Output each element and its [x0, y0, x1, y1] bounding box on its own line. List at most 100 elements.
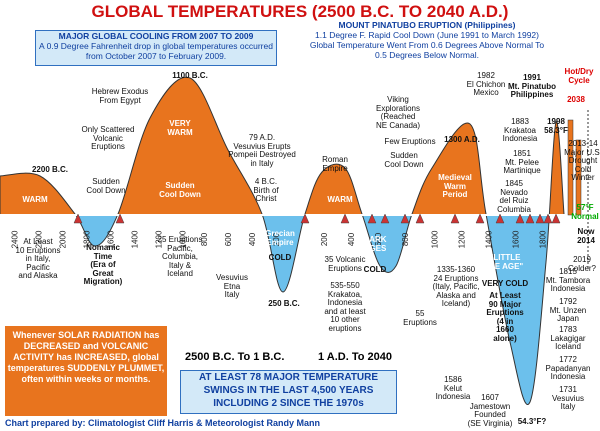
era-label: 2500 B.C. To 1 B.C. [185, 351, 285, 363]
annotation-line: Vesuvius Erupts [233, 141, 291, 151]
annotation-line: Roman [322, 155, 348, 164]
annotation: 1851 Mt. Pelee Martinique [503, 149, 540, 176]
axis-label: 1000 [430, 230, 440, 249]
annotation-line: 10 Eruptions [15, 245, 61, 255]
axis-label: 400 [347, 232, 357, 247]
warm-area [0, 76, 565, 215]
annotation-line: del Ruiz [499, 196, 529, 206]
annotation-line: Eruptions [403, 317, 437, 327]
annotation: DARK AGES [363, 235, 387, 253]
box-body: A 0.9 Degree Fahrenheit drop in global t… [39, 41, 273, 61]
annotation-line: Krakatoa, [327, 289, 363, 299]
annotation-line: El Chichon [466, 79, 506, 89]
annotation: 1991 Mt. Pinatubo Philippines [508, 73, 556, 100]
annotation: 1815 Mt. Tambora Indonesia [545, 267, 591, 294]
annotation-line: (4 in [496, 316, 514, 326]
annotation-line: Eruptions [328, 263, 362, 273]
annotation-line: Hot/Dry [564, 67, 594, 76]
annotation-line: 250 B.C. [268, 299, 300, 308]
volcano-icon [495, 213, 505, 224]
annotation-line: 1982 [477, 71, 495, 80]
annotation-line: Mt. Pelee [505, 157, 539, 167]
axis-label: 1600 [511, 230, 521, 249]
cold-area [0, 215, 565, 405]
annotation-line: eruptions [328, 323, 362, 333]
annotation: 1783 Lakagigar Iceland [550, 325, 585, 352]
annotation-line: 1300 A.D. [444, 135, 480, 144]
annotation-line: 1815 [559, 267, 577, 276]
solar-box: Whenever SOLAR RADIATION has DECREASED a… [5, 326, 167, 416]
annotation: 35 Volcanic Eruptions [325, 255, 366, 273]
annotation: Hebrew Exodus From Egypt [92, 87, 148, 105]
annotation-line: Mt. Tambora [545, 275, 591, 285]
annotation-line: At Least [23, 237, 53, 246]
annotation-line: WARM [22, 195, 48, 204]
annotation-line: Mt. Unzen [549, 305, 587, 315]
annotation-line: Viking [387, 95, 409, 104]
annotation-line: Grecian [265, 229, 295, 238]
annotation-line: Indonesia [550, 372, 586, 382]
annotation-line: Japan [557, 314, 579, 324]
annotation-line: (Era of [90, 260, 116, 270]
annotation-line: 24 Eruptions [433, 273, 479, 283]
annotation-line: ICE AGE" [486, 261, 524, 271]
annotation-line: DARK [363, 235, 387, 244]
box-body: 1.1 Degree F. Rapid Cool Down (June 1991… [309, 30, 545, 60]
annotation-line: and Alaska [18, 271, 58, 281]
credit: Chart prepared by: Climatologist Cliff H… [5, 418, 321, 428]
era-label: 1 A.D. To 2040 [318, 351, 392, 363]
volcano-icon [415, 213, 425, 224]
annotation-line: Cold [574, 164, 592, 174]
annotation-line: WARM [167, 127, 193, 137]
annotation-line: 79 A.D. [248, 133, 276, 142]
annotation-line: Empire [266, 237, 294, 247]
annotation-line: "LITTLE [489, 253, 521, 262]
annotation: Sudden Cool Down [86, 177, 125, 195]
annotation-line: From Egypt [99, 95, 141, 105]
annotation: 1586 Kelut Indonesia [436, 375, 471, 402]
annotation-line: Alaska and [436, 290, 476, 300]
axis-label: 1400 [130, 230, 140, 249]
annotation-line: 25 Eruptions [157, 235, 203, 244]
annotation-line: (SE Virginia) [467, 418, 513, 428]
annotation-line: Warm [444, 181, 466, 191]
annotation: Roman Empire [322, 155, 348, 173]
annotation-line: 2038 [567, 95, 585, 104]
annotation-line: Eruptions [91, 142, 125, 152]
annotation-line: Italy [560, 402, 576, 412]
annotation-line: 535-550 [330, 281, 360, 290]
annotation: 2019 Colder? [568, 255, 596, 273]
volcano-icon [340, 213, 350, 224]
annotation: 1883 Krakatoa Indonesia [502, 117, 538, 144]
annotation-line: 57°F [576, 203, 594, 212]
annotation-line: VERY [169, 119, 191, 128]
annotation-line: 1335-1360 [436, 265, 476, 274]
annotation-line: Pacific, [167, 243, 193, 253]
annotation: 1792 Mt. Unzen Japan [549, 297, 587, 324]
volcano-icon [450, 213, 460, 224]
annotation: 2038 [567, 95, 585, 105]
annotation-line: 2013-14 [568, 139, 598, 148]
annotation-line: 2014 [577, 235, 595, 245]
annotation-line: 1851 [513, 149, 531, 158]
annotation-line: Iceland) [441, 299, 471, 309]
annotation: Few Eruptions [384, 137, 435, 147]
annotation: 1998 58.3°F [544, 117, 568, 135]
annotation-line: COLD [363, 265, 387, 274]
volcano-icon [525, 213, 535, 224]
annotation: Vesuvius Etna Italy [216, 273, 248, 300]
annotation-line: alone) [493, 333, 517, 343]
annotation: VERY WARM [167, 119, 193, 137]
volcano-icon [535, 213, 545, 224]
annotation-line: Indonesia [502, 134, 538, 144]
annotation-line: Indonesia [550, 284, 586, 294]
annotation: 1607 Jamestown Founded (SE Virginia) [467, 393, 513, 428]
annotation-line: Eruptions [486, 308, 524, 318]
annotation-line: Nomanic [86, 243, 120, 252]
annotation-line: NE Canada) [375, 120, 421, 130]
annotation-line: and at least [324, 306, 366, 316]
annotation-line: Kelut [443, 383, 463, 393]
annotation-line: 1607 [481, 393, 499, 402]
annotation: WARM [327, 195, 352, 205]
annotation-line: Cycle [568, 75, 590, 85]
